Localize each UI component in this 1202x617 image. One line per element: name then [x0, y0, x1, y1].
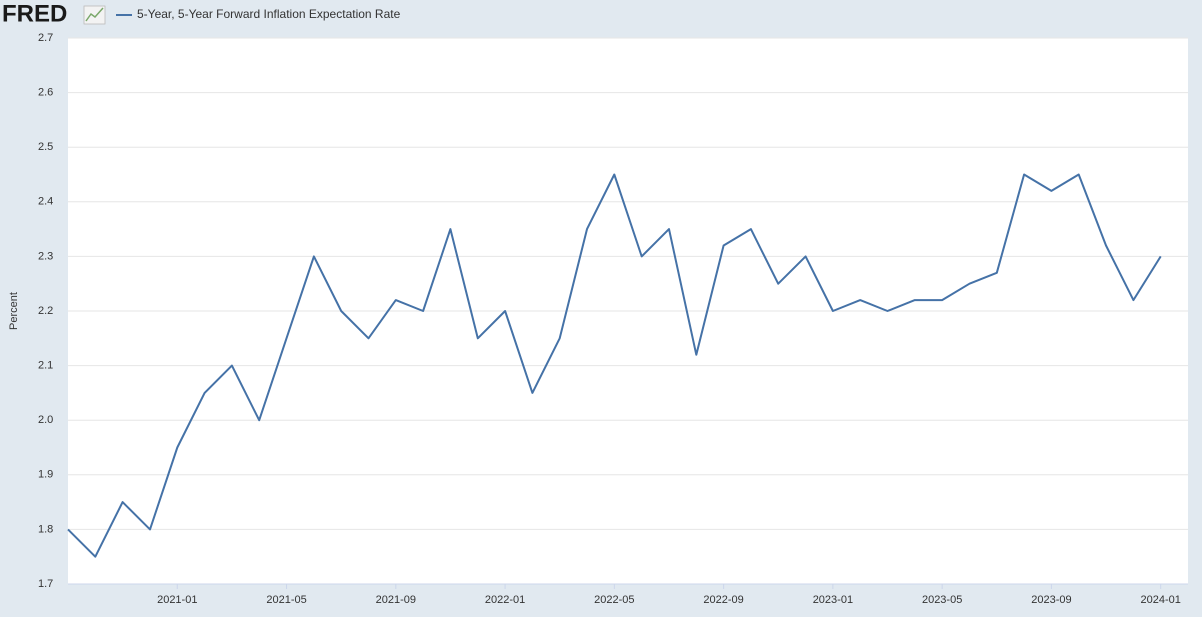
x-tick-label: 2021-05 — [266, 594, 306, 606]
y-tick-label: 2.3 — [38, 250, 53, 262]
y-tick-label: 2.4 — [38, 196, 53, 208]
x-tick-label: 2024-01 — [1140, 594, 1180, 606]
x-tick-label: 2021-09 — [376, 594, 416, 606]
logo: FRED — [2, 0, 67, 27]
y-axis-label: Percent — [8, 292, 20, 330]
y-tick-label: 1.8 — [38, 523, 53, 535]
y-tick-label: 1.9 — [38, 469, 53, 481]
y-tick-label: 1.7 — [38, 578, 53, 590]
y-tick-label: 2.6 — [38, 87, 53, 99]
x-tick-label: 2022-01 — [485, 594, 525, 606]
x-tick-label: 2023-09 — [1031, 594, 1071, 606]
data-line — [67, 173, 1162, 558]
y-tick-label: 2.7 — [38, 32, 53, 44]
logo-icon — [83, 5, 106, 25]
y-tick-label: 2.0 — [38, 414, 53, 426]
x-tick-label: 2023-05 — [922, 594, 962, 606]
y-tick-label: 2.1 — [38, 360, 53, 372]
x-tick-label: 2023-01 — [813, 594, 853, 606]
y-tick-label: 2.2 — [38, 305, 53, 317]
x-tick-label: 2022-05 — [594, 594, 634, 606]
legend-label: 5-Year, 5-Year Forward Inflation Expecta… — [137, 7, 401, 21]
y-tick-label: 2.5 — [38, 141, 53, 153]
x-tick-label: 2022-09 — [703, 594, 743, 606]
x-tick-label: 2021-01 — [157, 594, 197, 606]
